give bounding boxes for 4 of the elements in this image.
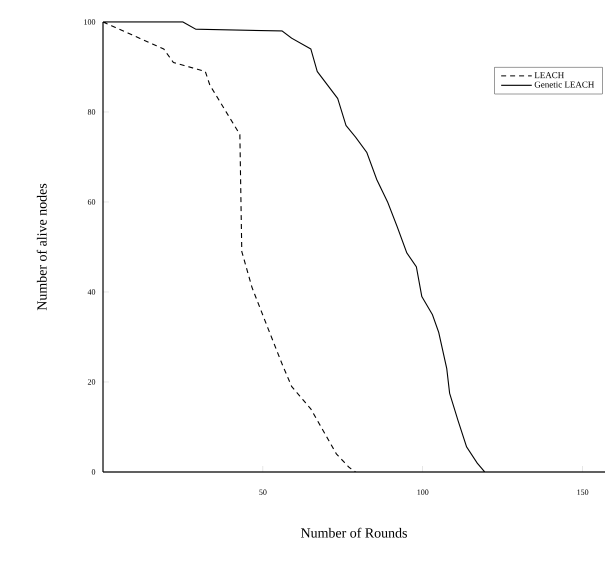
- x-axis-title: Number of Rounds: [300, 528, 407, 538]
- legend-label: Genetic LEACH: [534, 82, 594, 88]
- y-axis-title: Number of alive nodes: [36, 184, 47, 310]
- legend-label: LEACH: [534, 72, 564, 78]
